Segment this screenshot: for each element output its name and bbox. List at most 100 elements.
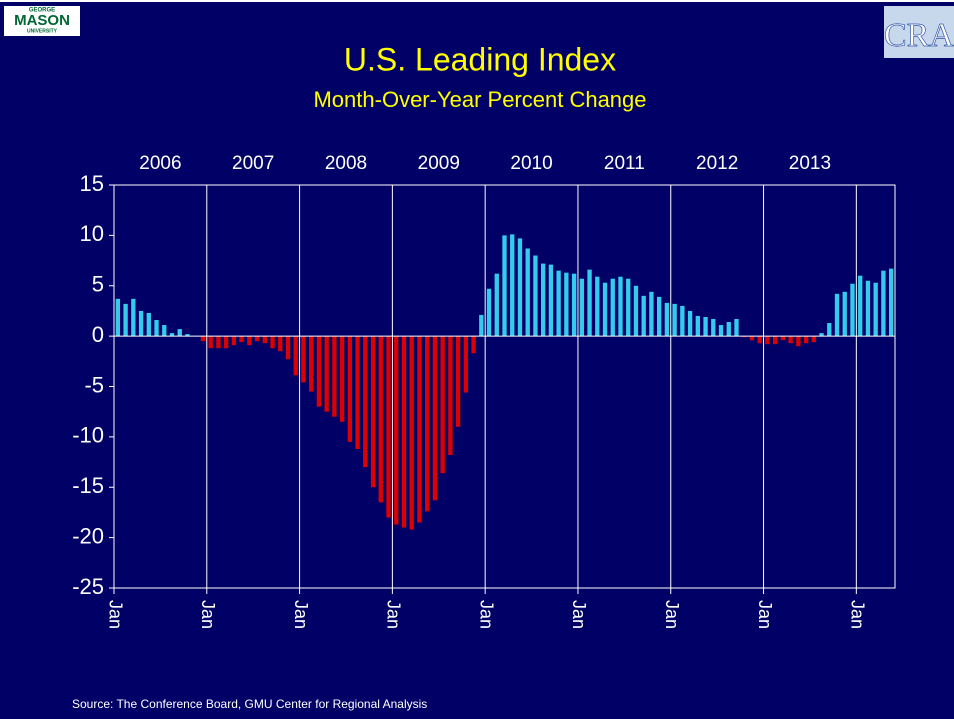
bar — [564, 272, 569, 337]
bar — [162, 325, 167, 337]
chart-subtitle: Month-Over-Year Percent Change — [313, 87, 646, 112]
logo-right-box — [884, 6, 954, 58]
bar — [533, 255, 538, 337]
logo-right: CRA — [884, 17, 954, 54]
bar — [888, 268, 894, 337]
bar — [239, 336, 244, 343]
bar — [154, 320, 159, 337]
bar — [695, 315, 700, 337]
y-tick-label: 10 — [80, 221, 104, 246]
bar — [618, 276, 623, 337]
bar — [479, 314, 484, 337]
y-tick-label: -20 — [72, 523, 104, 548]
bar — [718, 325, 724, 337]
bar — [394, 336, 399, 525]
source-note: Source: The Conference Board, GMU Center… — [72, 697, 427, 711]
bar — [409, 336, 414, 530]
bar — [742, 336, 747, 338]
bar — [610, 278, 615, 337]
bar — [200, 336, 206, 342]
bar — [587, 269, 592, 337]
bar — [656, 296, 662, 337]
y-tick-label: -10 — [72, 423, 104, 448]
bar — [432, 336, 438, 501]
year-label: 2012 — [696, 153, 738, 174]
x-tick-label: Jan — [198, 600, 218, 629]
bar — [316, 336, 322, 407]
bar — [386, 336, 391, 518]
x-tick-label: Jan — [569, 600, 589, 629]
x-tick-label: Jan — [291, 600, 311, 629]
bar — [208, 336, 213, 349]
bar — [772, 336, 778, 345]
bar — [502, 235, 507, 337]
y-tick-label: -5 — [84, 372, 104, 397]
bar — [780, 336, 786, 341]
year-label: 2011 — [604, 153, 645, 174]
bar — [796, 336, 801, 347]
bar — [332, 336, 337, 417]
bar — [293, 336, 298, 376]
bar — [749, 336, 755, 341]
bar — [169, 333, 175, 337]
bar — [494, 273, 499, 337]
bar — [339, 336, 345, 422]
bar — [703, 316, 708, 337]
bar — [827, 323, 832, 337]
bar — [278, 336, 283, 352]
bar — [858, 275, 863, 337]
year-label: 2013 — [789, 153, 831, 174]
chart-title: U.S. Leading Index — [344, 41, 616, 77]
year-label: 2007 — [232, 153, 274, 174]
bar — [788, 336, 793, 344]
bar — [711, 318, 716, 337]
x-tick-label: Jan — [662, 600, 682, 629]
bar — [834, 293, 840, 337]
bar — [726, 322, 731, 337]
bar — [865, 280, 871, 337]
bar — [579, 278, 584, 337]
bar — [556, 270, 561, 337]
bar — [417, 336, 422, 523]
bar — [455, 336, 461, 427]
year-label: 2010 — [510, 153, 552, 174]
bar — [363, 336, 368, 468]
bar — [595, 276, 600, 337]
bar — [757, 336, 762, 344]
bar — [216, 336, 221, 349]
bar — [734, 318, 739, 337]
bar — [425, 336, 430, 512]
bar — [803, 336, 809, 344]
bar — [247, 336, 252, 346]
bar — [115, 298, 121, 337]
bar — [649, 291, 654, 337]
bar — [687, 310, 693, 337]
bar — [146, 312, 151, 337]
bar — [378, 336, 383, 503]
top-border — [0, 0, 954, 2]
bar — [819, 333, 824, 337]
bar — [347, 336, 353, 442]
bar — [571, 273, 577, 337]
bar — [355, 336, 360, 449]
bar — [448, 336, 453, 456]
year-label: 2009 — [418, 153, 460, 174]
bar — [842, 291, 847, 337]
bar — [664, 302, 670, 337]
year-label: 2008 — [325, 153, 367, 174]
year-label: 2006 — [139, 153, 181, 174]
y-tick-label: 5 — [92, 272, 104, 297]
bar — [401, 336, 407, 528]
y-tick-label: -15 — [72, 473, 104, 498]
bar — [811, 336, 816, 343]
bar — [301, 336, 306, 383]
bar — [185, 334, 190, 337]
bar — [680, 305, 685, 337]
x-tick-label: Jan — [105, 600, 125, 629]
x-tick-label: Jan — [476, 600, 496, 629]
logo-left-main: MASON — [14, 12, 70, 29]
y-tick-label: 15 — [80, 171, 104, 196]
bar — [285, 336, 291, 360]
